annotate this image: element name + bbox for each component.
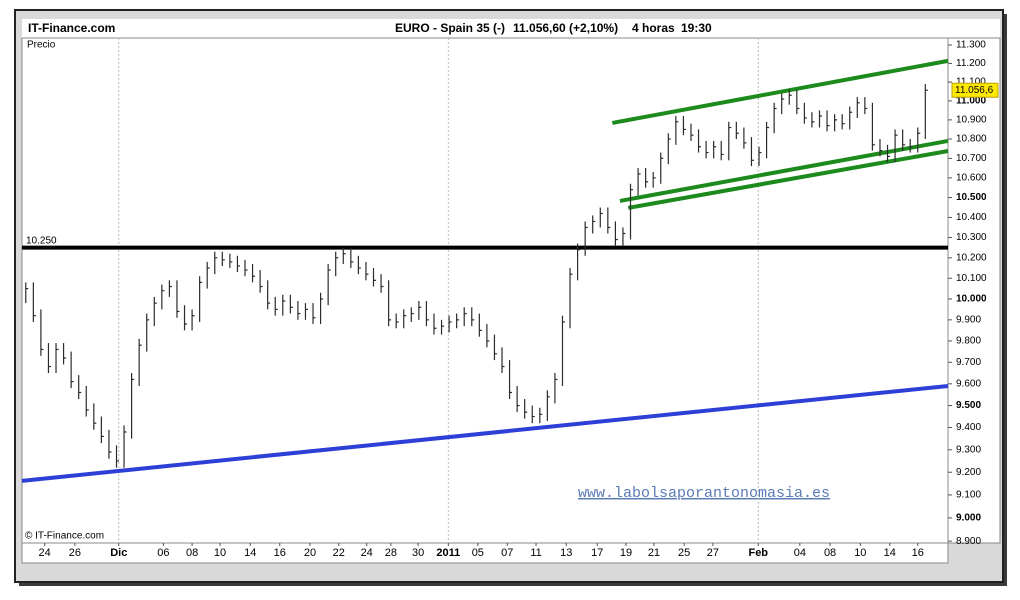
x-tick-label: 10 bbox=[854, 547, 866, 559]
x-tick-label: 20 bbox=[304, 547, 316, 559]
y-tick-label: 10.300 bbox=[956, 232, 987, 243]
period: 4 horas bbox=[632, 21, 675, 35]
x-tick-label: 24 bbox=[39, 547, 51, 559]
x-tick-label: 26 bbox=[69, 547, 81, 559]
y-tick-label: 9.500 bbox=[956, 400, 981, 411]
last-value-label: 11.056,6 bbox=[955, 85, 994, 96]
x-tick-label: 27 bbox=[707, 547, 719, 559]
x-tick-label: 10 bbox=[214, 547, 226, 559]
x-tick-label: 06 bbox=[157, 547, 169, 559]
date-axis bbox=[21, 542, 949, 564]
y-tick-label: 11.300 bbox=[956, 40, 986, 51]
trend-line bbox=[21, 383, 949, 483]
x-tick-label: 24 bbox=[361, 547, 373, 559]
y-tick-label: 10.700 bbox=[956, 153, 987, 164]
y-tick-label: 9.800 bbox=[956, 336, 981, 347]
y-tick-label: 10.800 bbox=[956, 134, 987, 145]
y-tick-label: 9.300 bbox=[956, 444, 981, 455]
time: 19:30 bbox=[681, 21, 712, 35]
y-tick-label: 11.200 bbox=[956, 58, 986, 69]
x-tick-label: 14 bbox=[884, 547, 896, 559]
plot-area bbox=[21, 37, 949, 544]
y-tick-label: 9.100 bbox=[956, 490, 981, 501]
y-tick-label: 10.500 bbox=[956, 192, 987, 203]
trend-line bbox=[612, 58, 949, 125]
x-tick-label: 30 bbox=[412, 547, 424, 559]
y-tick-label: 10.400 bbox=[956, 212, 987, 223]
x-tick-label: 22 bbox=[333, 547, 345, 559]
last-value-box bbox=[951, 82, 999, 98]
price-axis bbox=[947, 37, 1001, 544]
x-tick-label: 07 bbox=[501, 547, 513, 559]
y-tick-label: 11.100 bbox=[956, 77, 986, 88]
x-tick-label: 11 bbox=[530, 547, 541, 559]
x-tick-label: 25 bbox=[678, 547, 690, 559]
y-tick-label: 9.900 bbox=[956, 314, 981, 325]
header-bar bbox=[22, 19, 1000, 38]
watermark: www.labolsaporantonomasia.es bbox=[578, 485, 830, 502]
y-tick-label: 10.000 bbox=[956, 294, 987, 305]
y-tick-label: 9.600 bbox=[956, 378, 981, 389]
y-tick-label: 9.700 bbox=[956, 357, 981, 368]
y-tick-label: 8.900 bbox=[956, 536, 981, 547]
x-tick-label: 28 bbox=[385, 547, 397, 559]
y-tick-label: 11.000 bbox=[956, 96, 986, 107]
chart-title: EURO - Spain 35 (-) bbox=[395, 21, 505, 35]
x-tick-label: 21 bbox=[648, 547, 660, 559]
x-tick-label: 08 bbox=[186, 547, 198, 559]
x-tick-label: 16 bbox=[912, 547, 924, 559]
y-tick-label: 9.000 bbox=[956, 513, 981, 524]
x-tick-label: 17 bbox=[591, 547, 603, 559]
y-tick-label: 10.900 bbox=[956, 115, 987, 126]
x-tick-label: Feb bbox=[748, 547, 768, 559]
y-tick-label: 10.100 bbox=[956, 273, 987, 284]
y-tick-label: 10.200 bbox=[956, 252, 987, 263]
y-tick-label: 10.600 bbox=[956, 173, 987, 184]
y-tick-label: 9.400 bbox=[956, 422, 981, 433]
level-label: 10.250 bbox=[26, 235, 57, 246]
x-tick-label: 19 bbox=[620, 547, 632, 559]
x-tick-label: Dic bbox=[110, 547, 127, 559]
site-name: IT-Finance.com bbox=[28, 21, 115, 35]
x-tick-label: 14 bbox=[244, 547, 256, 559]
x-tick-label: 13 bbox=[560, 547, 572, 559]
quote: 11.056,60 (+2,10%) bbox=[513, 21, 618, 35]
trend-line bbox=[619, 138, 949, 203]
y-axis-label: Precio bbox=[27, 40, 56, 51]
y-tick-label: 9.200 bbox=[956, 467, 981, 478]
x-tick-label: 05 bbox=[472, 547, 484, 559]
x-tick-label: 2011 bbox=[436, 547, 460, 559]
x-tick-label: 04 bbox=[794, 547, 806, 559]
x-tick-label: 16 bbox=[274, 547, 286, 559]
x-tick-label: 08 bbox=[824, 547, 836, 559]
copyright: © IT-Finance.com bbox=[25, 531, 104, 542]
